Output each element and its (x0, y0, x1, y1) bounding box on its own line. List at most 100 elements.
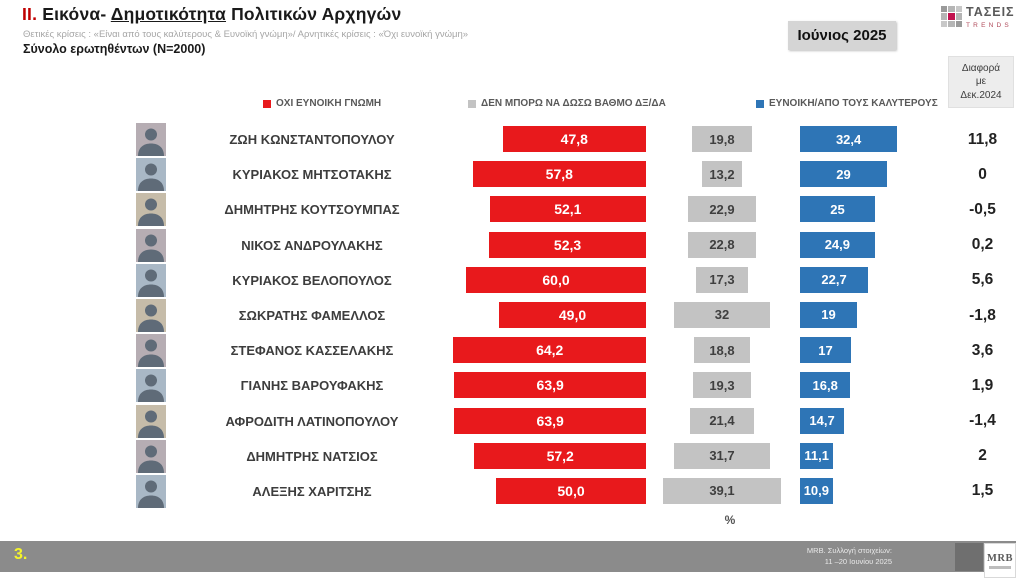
diff-value: -1,4 (969, 412, 996, 430)
legend-swatch-dontknow (468, 99, 476, 108)
dontknow-bar: 22,9 (687, 196, 757, 223)
diff-header-line3: Δεκ.2024 (960, 89, 1002, 101)
leader-name: ΚΥΡΙΑΚΟΣ ΒΕΛΟΠΟΥΛΟΣ (232, 272, 392, 288)
leader-name: ΚΥΡΙΑΚΟΣ ΜΗΤΣΟΤΑΚΗΣ (232, 167, 392, 183)
negative-bar: 57,2 (474, 442, 646, 469)
dontknow-bar: 18,8 (693, 337, 751, 364)
leader-name: ΖΩΗ ΚΩΝΣΤΑΝΤΟΠΟΥΛΟΥ (229, 132, 395, 148)
dontknow-bar: 21,4 (689, 407, 755, 434)
taseis-logo-name: ΤΑΣΕΙΣ (966, 5, 1015, 19)
leader-name: ΔΗΜΗΤΡΗΣ ΚΟΥΤΣΟΥΜΠΑΣ (224, 202, 400, 218)
person-silhouette-icon (138, 339, 164, 368)
chart-row: ΖΩΗ ΚΩΝΣΤΑΝΤΟΠΟΥΛΟΥ 47,8 19,8 32,4 11,8 (0, 122, 1016, 157)
leader-name: ΑΦΡΟΔΙΤΗ ΛΑΤΙΝΟΠΟΥΛΟΥ (225, 413, 399, 429)
chart-row: ΑΛΕΞΗΣ ΧΑΡΙΤΣΗΣ 50,0 39,1 10,9 1,5 (0, 474, 1016, 509)
positive-value: 29 (836, 166, 851, 182)
negative-bar: 50,0 (496, 477, 646, 504)
source-line1: MRB. Συλλογή στοιχείων: (806, 546, 892, 555)
legend-label-dontknow: ΔΕΝ ΜΠΟΡΩ ΝΑ ΔΩΣΩ ΒΑΘΜΟ ΔΞ/ΔΑ (481, 98, 666, 109)
dontknow-value: 32 (714, 307, 730, 323)
positive-bar: 10,9 (800, 477, 833, 504)
negative-value: 57,2 (546, 447, 574, 464)
page-title: II. Εικόνα- Δημοτικότητα Πολιτικών Αρχηγ… (22, 4, 401, 25)
dontknow-value: 13,2 (709, 166, 735, 182)
legend-swatch-positive (756, 99, 764, 108)
dontknow-bar: 32 (674, 301, 770, 328)
diff-value: 11,8 (967, 130, 998, 148)
dontknow-bar: 22,8 (687, 231, 757, 258)
positive-bar: 11,1 (800, 442, 834, 469)
positive-bar: 29 (800, 161, 887, 188)
mrb-logo-tagline (989, 565, 1011, 569)
positive-bar: 14,7 (800, 407, 845, 434)
dontknow-bar: 13,2 (702, 161, 742, 188)
sample-size-label: Σύνολο ερωτηθέντων (N=2000) (23, 42, 206, 56)
legend-item-negative: ΟΧΙ ΕΥΝΟΙΚΗ ΓΝΩΜΗ (263, 98, 381, 109)
subtitle: Θετικές κρίσεις : «Είναι από τους καλύτε… (23, 29, 469, 40)
dontknow-bar: 19,3 (693, 372, 751, 399)
positive-bar: 17 (800, 337, 851, 364)
chart-row: ΚΥΡΙΑΚΟΣ ΒΕΛΟΠΟΥΛΟΣ 60,0 17,3 22,7 5,6 (0, 263, 1016, 298)
positive-bar: 32,4 (800, 126, 898, 152)
negative-value: 52,1 (554, 201, 582, 218)
positive-value: 19 (821, 307, 836, 323)
person-silhouette-icon (138, 480, 164, 508)
negative-value: 57,8 (545, 166, 573, 183)
leader-name: ΝΙΚΟΣ ΑΝΔΡΟΥΛΑΚΗΣ (241, 237, 383, 253)
person-silhouette-icon (138, 304, 164, 332)
period-badge: Ιούνιος 2025 (788, 21, 896, 50)
leader-photo (136, 439, 166, 473)
dontknow-value: 22,9 (709, 201, 735, 217)
dontknow-value: 31,7 (709, 448, 735, 464)
positive-bar: 22,7 (800, 266, 869, 293)
dontknow-value: 22,8 (709, 237, 735, 253)
leader-photo (136, 298, 166, 332)
positive-value: 14,7 (809, 413, 835, 428)
dontknow-value: 21,4 (709, 413, 735, 428)
leader-photo (136, 404, 166, 438)
chart-row: ΚΥΡΙΑΚΟΣ ΜΗΤΣΟΤΑΚΗΣ 57,8 13,2 29 0 (0, 157, 1016, 192)
negative-value: 64,2 (536, 342, 564, 359)
legend-item-dontknow: ΔΕΝ ΜΠΟΡΩ ΝΑ ΔΩΣΩ ΒΑΘΜΟ ΔΞ/ΔΑ (468, 98, 666, 109)
leader-photo (136, 369, 166, 403)
diff-value: 3,6 (971, 341, 994, 359)
legend-label-negative: ΟΧΙ ΕΥΝΟΙΚΗ ΓΝΩΜΗ (276, 98, 382, 109)
diff-value: 0,2 (971, 236, 994, 254)
diff-value: 0 (978, 165, 987, 183)
legend-label-positive: ΕΥΝΟΙΚΗ/ΑΠΟ ΤΟΥΣ ΚΑΛΥΤΕΡΟΥΣ (769, 98, 938, 109)
chart-row: ΓΙΑΝΗΣ ΒΑΡΟΥΦΑΚΗΣ 63,9 19,3 16,8 1,9 (0, 368, 1016, 403)
negative-bar: 60,0 (466, 266, 646, 293)
leader-photo (136, 334, 166, 368)
negative-bar: 47,8 (502, 126, 646, 152)
negative-bar: 52,3 (489, 231, 646, 258)
positive-bar: 19 (800, 301, 857, 328)
dontknow-value: 39,1 (709, 483, 735, 499)
diff-value: 1,5 (971, 482, 994, 500)
dontknow-bar: 39,1 (663, 477, 781, 504)
positive-bar: 24,9 (800, 231, 875, 258)
negative-value: 52,3 (553, 236, 582, 253)
chart-row: ΣΩΚΡΑΤΗΣ ΦΑΜΕΛΛΟΣ 49,0 32 19 -1,8 (0, 298, 1016, 333)
person-silhouette-icon (138, 234, 164, 262)
footer-bar (0, 541, 1016, 572)
mrb-logo-text: MRB (987, 552, 1013, 564)
dontknow-bar: 31,7 (674, 442, 770, 469)
negative-value: 63,9 (536, 412, 564, 429)
leader-name: ΣΩΚΡΑΤΗΣ ΦΑΜΕΛΛΟΣ (238, 308, 386, 324)
negative-bar: 63,9 (454, 372, 646, 399)
negative-value: 60,0 (542, 271, 570, 288)
positive-value: 17 (818, 342, 833, 358)
title-part1: Εικόνα- (37, 4, 111, 24)
dontknow-value: 19,3 (709, 377, 735, 393)
chart-row: ΑΦΡΟΔΙΤΗ ΛΑΤΙΝΟΠΟΥΛΟΥ 63,9 21,4 14,7 -1,… (0, 404, 1016, 439)
mrb-logo: MRB (984, 543, 1016, 578)
diff-value: -0,5 (969, 200, 996, 218)
leader-name: ΔΗΜΗΤΡΗΣ ΝΑΤΣΙΟΣ (246, 448, 378, 464)
chart-row: ΔΗΜΗΤΡΗΣ ΚΟΥΤΣΟΥΜΠΑΣ 52,1 22,9 25 -0,5 (0, 192, 1016, 227)
diff-value: 5,6 (971, 271, 994, 289)
source-note: MRB. Συλλογή στοιχείων: 11 –20 Ιουνίου 2… (700, 545, 892, 568)
chart-row: ΔΗΜΗΤΡΗΣ ΝΑΤΣΙΟΣ 57,2 31,7 11,1 2 (0, 439, 1016, 474)
positive-value: 24,9 (824, 237, 850, 253)
leader-photo (136, 193, 166, 227)
taseis-grid-icon (941, 6, 962, 27)
